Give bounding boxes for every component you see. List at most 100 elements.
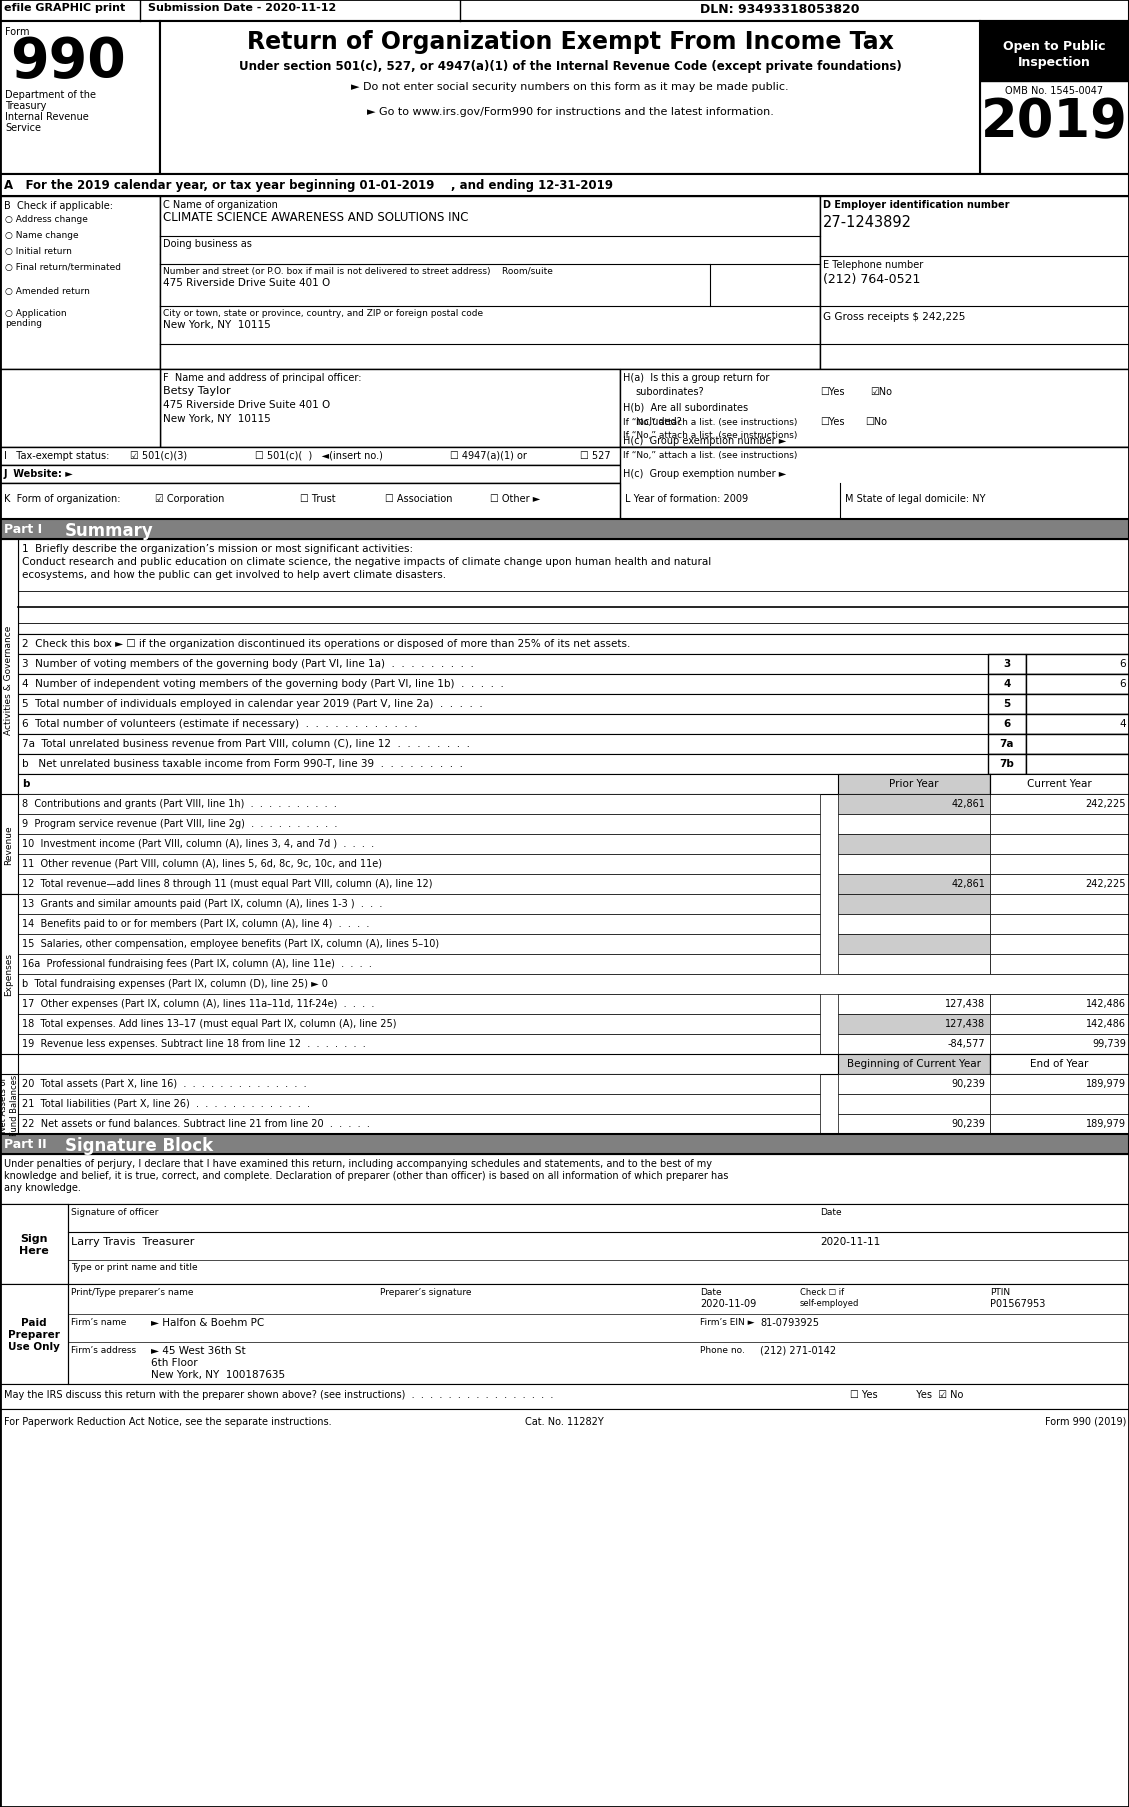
Bar bbox=[0, 466, 1129, 484]
Text: 5: 5 bbox=[1004, 699, 1010, 708]
Text: 6  Total number of volunteers (estimate if necessary)  .  .  .  .  .  .  .  .  .: 6 Total number of volunteers (estimate i… bbox=[21, 719, 418, 728]
Bar bbox=[980, 22, 1129, 175]
Bar bbox=[18, 634, 1129, 654]
Text: Firm’s name: Firm’s name bbox=[71, 1317, 126, 1326]
Bar bbox=[0, 448, 1129, 466]
Text: 142,486: 142,486 bbox=[1086, 1019, 1126, 1028]
Text: 6th Floor: 6th Floor bbox=[151, 1357, 198, 1368]
Text: self-employed: self-employed bbox=[800, 1297, 859, 1306]
Text: 8  Contributions and grants (Part VIII, line 1h)  .  .  .  .  .  .  .  .  .  .: 8 Contributions and grants (Part VIII, l… bbox=[21, 799, 336, 808]
Bar bbox=[838, 1115, 990, 1135]
Bar bbox=[990, 835, 1129, 855]
Bar bbox=[0, 1285, 68, 1384]
Bar bbox=[0, 894, 18, 1055]
Text: ☐ 527: ☐ 527 bbox=[580, 450, 611, 461]
Bar bbox=[18, 994, 820, 1014]
Bar bbox=[990, 934, 1129, 954]
Bar bbox=[838, 894, 990, 914]
Text: PTIN: PTIN bbox=[990, 1287, 1010, 1296]
Text: H(c)  Group exemption number ►: H(c) Group exemption number ► bbox=[623, 435, 786, 446]
Bar bbox=[990, 954, 1129, 974]
Text: -84,577: -84,577 bbox=[947, 1039, 984, 1048]
Bar bbox=[838, 775, 990, 795]
Bar bbox=[990, 894, 1129, 914]
Bar bbox=[18, 1014, 820, 1034]
Text: Part I: Part I bbox=[5, 522, 42, 535]
Text: Cat. No. 11282Y: Cat. No. 11282Y bbox=[525, 1417, 603, 1426]
Text: Net Assets or
Fund Balances: Net Assets or Fund Balances bbox=[0, 1073, 19, 1135]
Bar bbox=[820, 197, 1129, 370]
Text: Phone no.: Phone no. bbox=[700, 1344, 745, 1353]
Text: Conduct research and public education on climate science, the negative impacts o: Conduct research and public education on… bbox=[21, 557, 711, 567]
Text: ► Go to www.irs.gov/Form990 for instructions and the latest information.: ► Go to www.irs.gov/Form990 for instruct… bbox=[367, 107, 773, 117]
Text: Department of the: Department of the bbox=[5, 90, 96, 99]
Bar bbox=[18, 775, 1129, 795]
Bar bbox=[1026, 714, 1129, 735]
Bar bbox=[838, 875, 990, 894]
Text: Form 990 (2019): Form 990 (2019) bbox=[1044, 1417, 1126, 1426]
Bar bbox=[0, 795, 18, 894]
Bar bbox=[18, 540, 1129, 634]
Bar bbox=[838, 1034, 990, 1055]
Text: Beginning of Current Year: Beginning of Current Year bbox=[847, 1059, 981, 1068]
Text: 2019: 2019 bbox=[981, 96, 1128, 148]
Text: Signature Block: Signature Block bbox=[65, 1137, 213, 1155]
Bar bbox=[838, 1014, 990, 1034]
Bar bbox=[18, 875, 820, 894]
Bar bbox=[18, 835, 820, 855]
Text: 81-0793925: 81-0793925 bbox=[760, 1317, 819, 1328]
Text: ☑No: ☑No bbox=[870, 387, 892, 398]
Bar bbox=[990, 1075, 1129, 1095]
Text: 2020-11-11: 2020-11-11 bbox=[820, 1236, 881, 1247]
Text: Expenses: Expenses bbox=[5, 952, 14, 996]
Text: E Telephone number: E Telephone number bbox=[823, 260, 924, 269]
Text: Print/Type preparer’s name: Print/Type preparer’s name bbox=[71, 1287, 193, 1296]
Text: subordinates?: subordinates? bbox=[634, 387, 703, 398]
Text: 11  Other revenue (Part VIII, column (A), lines 5, 6d, 8c, 9c, 10c, and 11e): 11 Other revenue (Part VIII, column (A),… bbox=[21, 858, 382, 869]
Bar bbox=[0, 1135, 1129, 1155]
Text: G Gross receipts $ 242,225: G Gross receipts $ 242,225 bbox=[823, 313, 965, 322]
Text: Under penalties of perjury, I declare that I have examined this return, includin: Under penalties of perjury, I declare th… bbox=[5, 1158, 712, 1169]
Bar bbox=[838, 1095, 990, 1115]
Text: 21  Total liabilities (Part X, line 26)  .  .  .  .  .  .  .  .  .  .  .  .  .: 21 Total liabilities (Part X, line 26) .… bbox=[21, 1099, 310, 1108]
Text: ☐ 501(c)(  )   ◄(insert no.): ☐ 501(c)( ) ◄(insert no.) bbox=[255, 450, 383, 461]
Bar bbox=[838, 1055, 990, 1075]
Text: 16a  Professional fundraising fees (Part IX, column (A), line 11e)  .  .  .  .: 16a Professional fundraising fees (Part … bbox=[21, 958, 371, 969]
Text: Service: Service bbox=[5, 123, 41, 134]
Bar bbox=[990, 994, 1129, 1014]
Text: For Paperwork Reduction Act Notice, see the separate instructions.: For Paperwork Reduction Act Notice, see … bbox=[5, 1417, 332, 1426]
Text: 475 Riverside Drive Suite 401 O: 475 Riverside Drive Suite 401 O bbox=[163, 399, 331, 410]
Bar bbox=[18, 654, 1129, 674]
Bar bbox=[18, 934, 820, 954]
Text: b  Total fundraising expenses (Part IX, column (D), line 25) ► 0: b Total fundraising expenses (Part IX, c… bbox=[21, 978, 327, 988]
Text: Date: Date bbox=[700, 1287, 721, 1296]
Text: 10  Investment income (Part VIII, column (A), lines 3, 4, and 7d )  .  .  .  .: 10 Investment income (Part VIII, column … bbox=[21, 838, 374, 849]
Bar bbox=[990, 1034, 1129, 1055]
Text: ○ Address change: ○ Address change bbox=[5, 215, 88, 224]
Text: If “No,” attach a list. (see instructions): If “No,” attach a list. (see instruction… bbox=[623, 450, 797, 459]
Text: 3  Number of voting members of the governing body (Part VI, line 1a)  .  .  .  .: 3 Number of voting members of the govern… bbox=[21, 658, 474, 669]
Text: A   For the 2019 calendar year, or tax year beginning 01-01-2019    , and ending: A For the 2019 calendar year, or tax yea… bbox=[5, 179, 613, 192]
Bar bbox=[18, 1115, 820, 1135]
Text: 90,239: 90,239 bbox=[951, 1079, 984, 1088]
Bar bbox=[0, 1384, 1129, 1409]
Text: ☐Yes: ☐Yes bbox=[820, 417, 844, 426]
Text: C Name of organization: C Name of organization bbox=[163, 201, 278, 210]
Bar bbox=[990, 914, 1129, 934]
Bar bbox=[0, 370, 160, 448]
Bar bbox=[18, 714, 1129, 735]
Text: Part II: Part II bbox=[5, 1137, 46, 1151]
Bar bbox=[0, 1203, 68, 1285]
Text: 7b: 7b bbox=[999, 759, 1015, 768]
Text: Internal Revenue: Internal Revenue bbox=[5, 112, 89, 121]
Bar bbox=[838, 934, 990, 954]
Text: 189,979: 189,979 bbox=[1086, 1119, 1126, 1128]
Text: knowledge and belief, it is true, correct, and complete. Declaration of preparer: knowledge and belief, it is true, correc… bbox=[5, 1171, 728, 1180]
Text: D Employer identification number: D Employer identification number bbox=[823, 201, 1009, 210]
Text: Paid
Preparer
Use Only: Paid Preparer Use Only bbox=[8, 1317, 60, 1352]
Bar bbox=[18, 974, 1129, 994]
Text: Sign
Here: Sign Here bbox=[19, 1234, 49, 1256]
Bar bbox=[988, 714, 1026, 735]
Bar bbox=[990, 1095, 1129, 1115]
Text: CLIMATE SCIENCE AWARENESS AND SOLUTIONS INC: CLIMATE SCIENCE AWARENESS AND SOLUTIONS … bbox=[163, 211, 469, 224]
